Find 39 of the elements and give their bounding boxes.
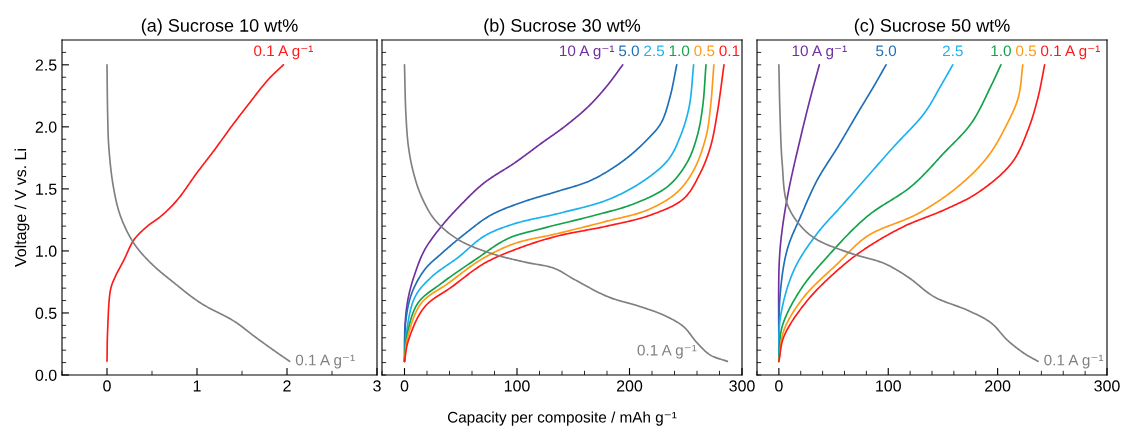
y-tick-label: 0.0 [35, 369, 57, 381]
y-axis-title: Voltage / V vs. Li [14, 149, 30, 267]
series-label: 0.5 [1016, 45, 1037, 57]
y-tick-label: 1.0 [36, 245, 57, 257]
x-tick-label: 100 [876, 380, 901, 392]
series-label: 2.5 [942, 45, 963, 57]
x-tick-label: 2 [283, 380, 291, 392]
series-label: 10 A g⁻¹ [560, 45, 615, 60]
series-label: 0.1 A g⁻¹ [254, 45, 314, 60]
text: 5.0 [618, 45, 639, 57]
series-label: 0.1 A g⁻¹ [295, 354, 355, 369]
series-label: 10 A g⁻¹ [792, 45, 847, 60]
x-axis-title: Capacity per composite / mAh g⁻¹ [447, 411, 677, 426]
x-tick-label: 0 [400, 380, 409, 392]
x-tick-label: 100 [504, 380, 530, 392]
x-tick-label: 300 [729, 380, 755, 392]
series-label: 0.1 A g⁻¹ [1044, 354, 1104, 369]
text: 2.5 [644, 45, 665, 57]
series-label: 5.0 [876, 45, 897, 57]
series-label: 0.5 [694, 45, 715, 57]
x-tick-label: 300 [1094, 380, 1120, 392]
y-tick-label: 0.5 [35, 307, 57, 319]
y-tick-label: 2.5 [35, 59, 57, 71]
x-tick-label: 200 [985, 380, 1011, 392]
chart-title: (c) Sucrose 50 wt% [854, 18, 1010, 36]
x-tick-label: 0 [103, 380, 111, 392]
x-tick-label: 3 [373, 380, 381, 392]
chart-title: (b) Sucrose 30 wt% [484, 18, 641, 36]
x-tick-label: 0 [775, 380, 783, 392]
series-label: 0.1 A g⁻¹ [1041, 45, 1100, 60]
series-label: 1.0 [991, 45, 1011, 57]
x-tick-label: 200 [616, 380, 643, 392]
series-label: 1.0 [669, 45, 690, 57]
series-label: 0.1 A g⁻¹ [637, 344, 697, 359]
x-tick-label: 1 [193, 380, 201, 392]
y-tick-label: 1.5 [36, 183, 57, 195]
y-tick-label: 2.0 [35, 121, 57, 133]
series-label: 0.1 [719, 45, 740, 57]
chart-title: (a) Sucrose 10 wt% [141, 18, 298, 36]
